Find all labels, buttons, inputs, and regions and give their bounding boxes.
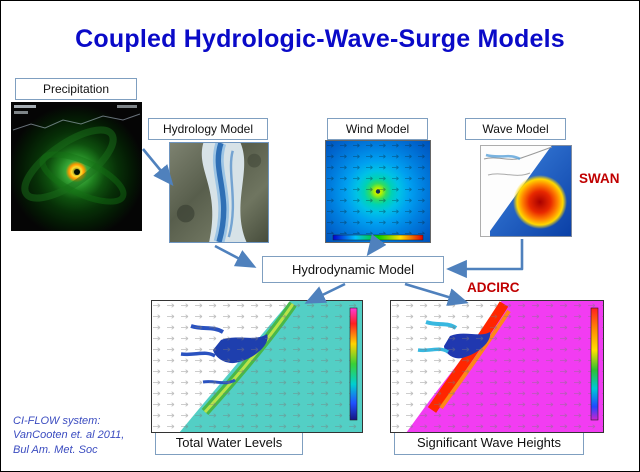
total-water-levels-map	[151, 300, 363, 433]
map-frame	[390, 300, 604, 433]
hydrology-model-label-box: Hydrology Model	[148, 118, 268, 140]
wave-heights-svg	[390, 300, 604, 433]
radar-text-line	[14, 105, 36, 108]
river-branch	[227, 150, 235, 238]
hurricane-core	[11, 102, 142, 231]
wave-model-label-box: Wave Model	[465, 118, 566, 140]
significant-wave-heights-map	[390, 300, 604, 433]
wind-svg	[325, 140, 431, 243]
precipitation-label-box: Precipitation	[15, 78, 137, 100]
hurricane-eye	[74, 169, 80, 175]
wind-model-label-box: Wind Model	[327, 118, 428, 140]
coastline	[12, 113, 141, 131]
spiral-band	[39, 151, 127, 205]
hydrology-svg	[170, 143, 268, 242]
vector-field	[151, 300, 363, 433]
swan-label: SWAN	[579, 171, 620, 186]
terrain-shadow	[247, 153, 262, 168]
colorbar	[590, 307, 599, 421]
citation-line: Bul Am. Met. Soc	[13, 443, 98, 456]
terrain-shadow	[176, 204, 195, 223]
coastline	[487, 172, 531, 176]
wind-vectors	[325, 140, 431, 234]
vector-field	[390, 300, 604, 433]
wind-field-image	[325, 140, 431, 243]
spiral-band	[21, 126, 117, 202]
total-water-levels-label-box: Total Water Levels	[155, 430, 303, 455]
significant-wave-heights-label-box: Significant Wave Heights	[394, 430, 584, 455]
adcirc-label: ADCIRC	[467, 280, 520, 295]
sound	[485, 153, 521, 161]
colorbar	[349, 307, 358, 421]
radar-text-line	[14, 111, 28, 114]
arrow-precip-to-hydrology	[141, 148, 174, 187]
wind-colorbar	[332, 234, 424, 241]
slide-title: Coupled Hydrologic-Wave-Surge Models	[75, 25, 565, 53]
water-levels-svg	[151, 300, 363, 433]
wave-model-image	[480, 145, 572, 237]
coastline	[483, 146, 553, 160]
hydrodynamic-model-label-box: Hydrodynamic Model	[262, 256, 444, 283]
wave-svg	[480, 145, 572, 237]
citation-line: VanCooten et. al 2011,	[13, 429, 125, 442]
radar-svg	[11, 102, 142, 231]
arrow-wave-to-hydrodynamic	[446, 239, 524, 279]
wave-frame	[480, 145, 572, 237]
arrow-wind-to-hydrodynamic	[366, 234, 387, 257]
radar-text-line	[117, 105, 137, 108]
hydrology-image	[169, 142, 269, 243]
arrow-hydrology-to-hydrodynamic	[214, 244, 257, 268]
high-wave-blob	[513, 175, 567, 229]
river	[215, 143, 227, 242]
map-frame	[151, 300, 363, 433]
precipitation-radar-image	[11, 102, 142, 231]
citation: CI-FLOW system: VanCooten et. al 2011, B…	[13, 414, 124, 457]
citation-line: CI-FLOW system:	[13, 415, 101, 427]
